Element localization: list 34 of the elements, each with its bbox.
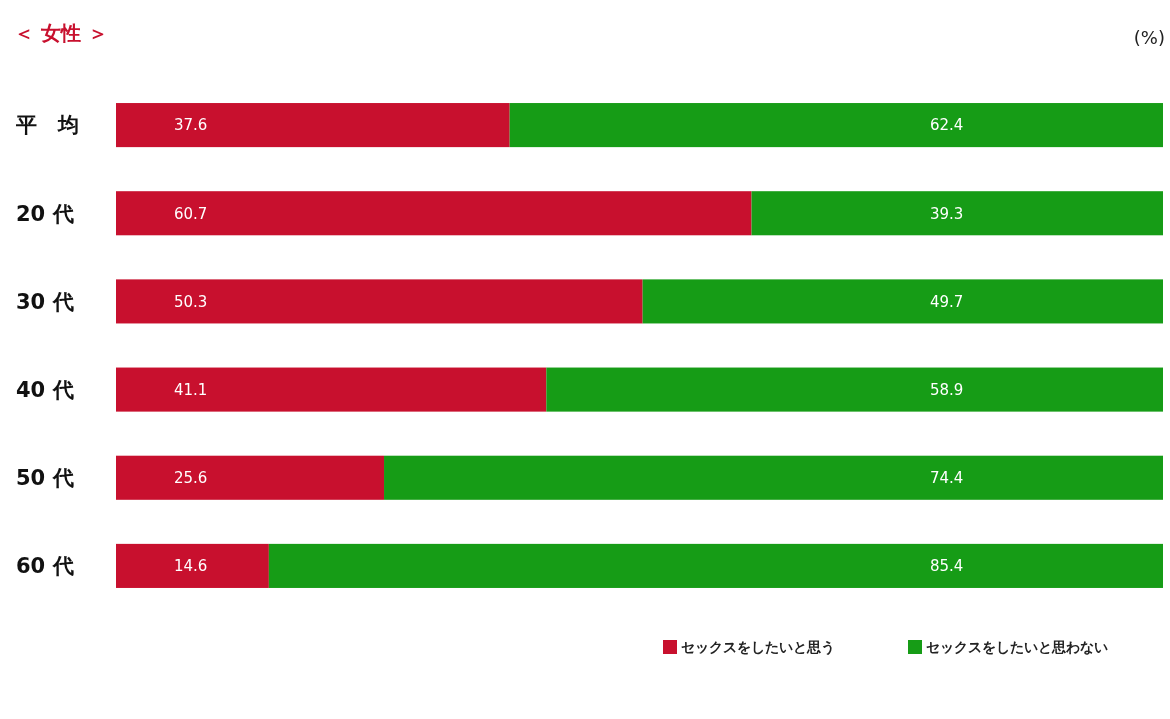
data-label: 14.6 — [174, 557, 208, 576]
y-tick-label: 30 代 — [16, 289, 74, 314]
y-tick-label: 60 代 — [16, 554, 74, 579]
legend-label: セックスをしたいと思わない — [926, 638, 1108, 655]
data-label: 41.1 — [174, 380, 208, 399]
bar — [546, 367, 1163, 412]
data-label: 58.9 — [930, 380, 964, 399]
bar — [116, 543, 269, 588]
bar — [116, 367, 547, 412]
bar — [509, 103, 1163, 148]
bar — [268, 543, 1163, 588]
data-label: 62.4 — [930, 116, 964, 135]
bar — [642, 279, 1163, 324]
data-label: 60.7 — [174, 204, 208, 223]
bar — [116, 103, 510, 148]
bar — [384, 455, 1163, 500]
y-tick-label: 20 代 — [16, 201, 74, 226]
bar — [116, 191, 752, 236]
text: (%) — [1133, 27, 1165, 48]
data-label: 50.3 — [174, 292, 208, 311]
data-label: 39.3 — [930, 204, 964, 223]
bar — [751, 191, 1163, 236]
data-label: 49.7 — [930, 292, 964, 311]
bar — [116, 279, 643, 324]
y-tick-label: 平 均 — [15, 113, 79, 138]
legend-label: セックスをしたいと思う — [681, 638, 835, 656]
data-label: 25.6 — [174, 469, 208, 487]
data-label: 37.6 — [174, 116, 208, 135]
chart-title: ＜ 女性 ＞ — [14, 21, 108, 45]
data-label: 74.4 — [930, 469, 964, 487]
y-tick-label: 40 代 — [16, 377, 74, 402]
y-tick-label: 50 代 — [16, 466, 74, 491]
data-label: 85.4 — [930, 557, 964, 576]
bar — [116, 455, 385, 500]
